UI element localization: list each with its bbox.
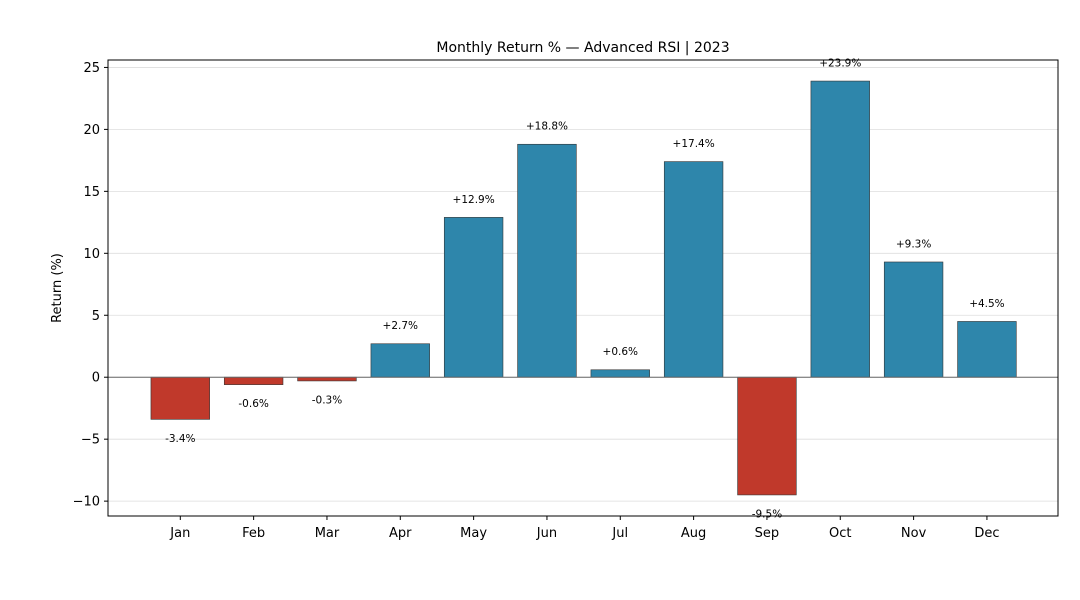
y-tick-label: 15	[83, 185, 100, 200]
bar-feb	[223, 376, 284, 385]
x-tick-label: Jan	[169, 526, 190, 541]
bar-nov	[883, 261, 944, 378]
y-tick-label: 20	[83, 123, 100, 138]
x-tick-label: Nov	[901, 526, 927, 541]
data-label: +23.9%	[819, 57, 861, 69]
x-tick-label: Mar	[315, 526, 340, 541]
bar-oct	[810, 80, 870, 378]
x-tick-label: May	[460, 526, 487, 541]
plot-frame	[107, 59, 1059, 517]
bars	[150, 80, 1017, 496]
x-tick-label: Jul	[611, 526, 628, 541]
y-axis-ticks: −10 −5 0 5 10 15 20 25	[73, 61, 108, 510]
data-label: +17.4%	[673, 138, 715, 150]
x-tick-label: Sep	[755, 526, 780, 541]
y-tick-label: 10	[83, 247, 100, 262]
data-label: -0.6%	[238, 398, 268, 410]
bar-dec	[957, 321, 1017, 378]
y-tick-label: −5	[81, 433, 100, 448]
y-tick-label: 0	[92, 371, 100, 386]
data-label: +18.8%	[526, 121, 568, 133]
bar-aug	[663, 161, 724, 378]
y-tick-label: 25	[83, 61, 100, 76]
bar-apr	[370, 343, 430, 378]
data-label: +0.6%	[603, 346, 638, 358]
x-tick-label: Oct	[829, 526, 851, 541]
bar-may	[443, 217, 504, 378]
x-tick-label: Feb	[242, 526, 265, 541]
data-label: +2.7%	[383, 320, 418, 332]
data-labels: -3.4% -0.6% -0.3% +2.7% +12.9% +18.8% +0.6% +17…	[165, 57, 1005, 520]
y-tick-label: 5	[92, 309, 100, 324]
data-label: +12.9%	[453, 194, 495, 206]
bar-jun	[517, 143, 577, 378]
x-tick-label: Aug	[681, 526, 706, 541]
x-tick-label: Apr	[389, 526, 412, 541]
y-axis-label: Return (%)	[50, 253, 65, 323]
bar-jul	[590, 369, 650, 378]
data-label: -9.5%	[752, 509, 782, 521]
data-label: -0.3%	[312, 395, 342, 407]
data-label: +9.3%	[896, 238, 931, 250]
bar-mar	[297, 376, 357, 382]
x-tick-label: Dec	[974, 526, 999, 541]
chart-title: Monthly Return % — Advanced RSI | 2023	[436, 40, 729, 56]
data-label: -3.4%	[165, 433, 195, 445]
data-label: +4.5%	[969, 298, 1004, 310]
x-axis-ticks: Jan Feb Mar Apr May Jun Jul Aug Sep Oct Nov Dec	[169, 516, 1000, 541]
x-tick-label: Jun	[536, 526, 557, 541]
y-tick-label: −10	[73, 495, 100, 510]
bar-sep	[737, 376, 797, 496]
bar-jan	[150, 376, 210, 420]
